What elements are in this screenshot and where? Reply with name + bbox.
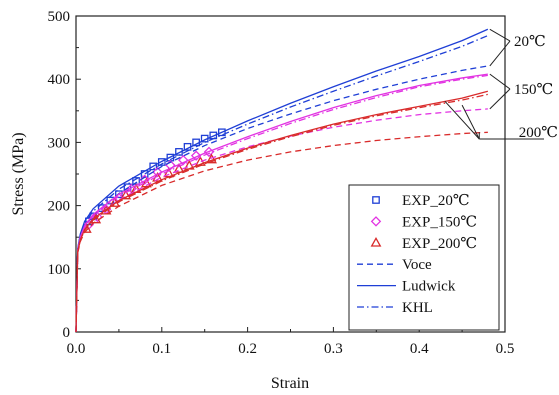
temperature-brackets: 20℃ 150℃ 200℃ (444, 28, 558, 141)
curve-voce-200 (75, 131, 488, 333)
data-point-exp-150 (139, 174, 150, 185)
x-tick-label: 0.3 (324, 341, 343, 357)
temp-label-150: 150℃ (514, 82, 553, 98)
legend-label: Voce (402, 257, 432, 273)
y-tick-label: 400 (48, 72, 71, 88)
series-ludwick-200 (75, 90, 489, 333)
bracket-20: 20℃ (489, 28, 546, 67)
data-point-exp-20 (218, 128, 226, 137)
legend-label: KHL (402, 300, 433, 316)
x-tick-label: 0.5 (496, 341, 515, 357)
y-tick-label: 300 (48, 135, 71, 151)
bracket-150: 150℃ (489, 73, 553, 110)
y-axis-ticks: 0 100 200 300 400 500 (48, 9, 81, 341)
legend-label: EXP_150℃ (402, 214, 477, 230)
y-tick-label: 0 (63, 325, 71, 341)
x-tick-label: 0.4 (410, 341, 429, 357)
data-point-exp-200 (206, 153, 217, 164)
x-tick-label: 0.2 (238, 341, 257, 357)
curve-ludwick-200 (75, 90, 489, 333)
legend-marker (370, 236, 382, 247)
data-point-exp-150 (92, 211, 103, 223)
legend-item-khl: KHL (357, 300, 433, 316)
y-axis-title: Stress (MPa) (10, 132, 27, 215)
x-axis-ticks: 0.0 0.1 0.2 0.3 0.4 0.5 (67, 327, 515, 357)
legend-label: Ludwick (402, 279, 456, 295)
data-point-exp-20 (149, 162, 158, 171)
legend-item-ludwick: Ludwick (357, 279, 456, 295)
data-point-exp-150 (152, 166, 163, 178)
y-tick-label: 200 (48, 199, 71, 215)
series-layer (75, 28, 489, 333)
legend-item-voce: Voce (357, 257, 432, 273)
legend-label: EXP_200℃ (402, 236, 477, 252)
series-voce-150 (75, 108, 488, 333)
legend-item-exp-200: EXP_200℃ (370, 236, 477, 252)
series-khl-150 (75, 74, 488, 333)
data-point-exp-20 (157, 158, 166, 166)
curve-khl-20 (75, 34, 489, 333)
legend-label: EXP_20℃ (402, 193, 470, 209)
legend-box (348, 184, 500, 331)
y-tick-label: 100 (48, 262, 71, 278)
bracket-line (444, 100, 480, 140)
x-tick-label: 0.0 (67, 341, 86, 357)
curve-khl-150 (75, 74, 488, 333)
series-voce-200 (75, 131, 488, 333)
series-voce-20 (75, 65, 488, 333)
bracket-line (461, 104, 480, 140)
bracket-line (489, 28, 511, 42)
temp-label-20: 20℃ (514, 34, 546, 50)
legend-item-exp-20: EXP_20℃ (372, 193, 470, 209)
bracket-line (489, 88, 511, 110)
series-ludwick-150 (75, 73, 488, 333)
series-khl-20 (75, 34, 489, 333)
legend-item-exp-150: EXP_150℃ (370, 214, 477, 230)
curve-ludwick-150 (75, 73, 488, 333)
legend-marker (372, 196, 380, 204)
x-tick-label: 0.1 (152, 341, 171, 357)
y-tick-label: 500 (48, 9, 71, 25)
curve-voce-20 (75, 65, 488, 333)
temp-label-200: 200℃ (519, 125, 558, 141)
data-point-exp-150 (190, 150, 202, 161)
bracket-200: 200℃ (444, 100, 558, 141)
curve-voce-150 (75, 108, 488, 333)
data-point-exp-200 (173, 163, 185, 173)
bracket-line (489, 40, 511, 67)
x-axis-title: Strain (271, 375, 309, 392)
bracket-line (489, 73, 511, 90)
legend: EXP_20℃ EXP_150℃ EXP_200℃ Voce Ludwick KHL (348, 184, 500, 331)
legend-marker (370, 216, 382, 227)
